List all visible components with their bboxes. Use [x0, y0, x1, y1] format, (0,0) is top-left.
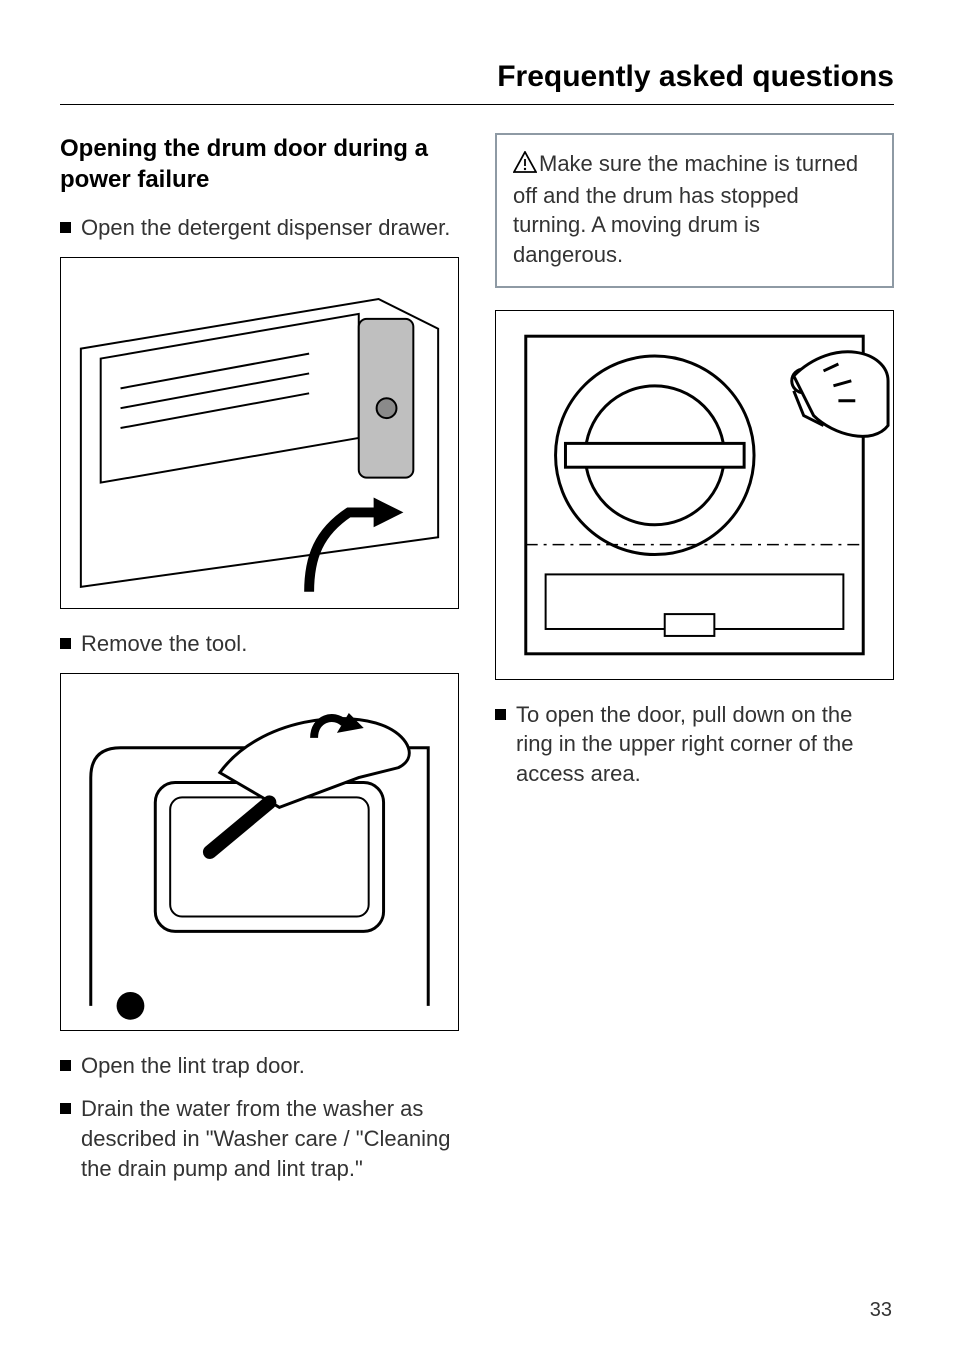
bullet-item: Drain the water from the washer as descr… [60, 1094, 459, 1183]
square-bullet-icon [60, 1103, 71, 1114]
figure-remove-tool [60, 673, 459, 1031]
left-column: Opening the drum door during a power fai… [60, 133, 459, 1198]
square-bullet-icon [60, 638, 71, 649]
dispenser-drawer-illustration-icon [61, 258, 458, 608]
section-heading: Opening the drum door during a power fai… [60, 133, 459, 195]
warning-triangle-icon [513, 151, 537, 181]
warning-text: Make sure the machine is turned off and … [513, 151, 858, 267]
door-release-illustration-icon [496, 311, 893, 679]
bullet-text: Open the lint trap door. [81, 1051, 459, 1081]
bullet-item: Open the detergent dispenser drawer. [60, 213, 459, 243]
bullet-text: Open the detergent dispenser drawer. [81, 213, 459, 243]
bullet-item: To open the door, pull down on the ring … [495, 700, 894, 789]
remove-tool-illustration-icon [61, 674, 458, 1030]
figure-dispenser-drawer [60, 257, 459, 609]
right-column: Make sure the machine is turned off and … [495, 133, 894, 1198]
warning-box: Make sure the machine is turned off and … [495, 133, 894, 288]
page-title: Frequently asked questions [60, 60, 894, 105]
square-bullet-icon [60, 222, 71, 233]
square-bullet-icon [60, 1060, 71, 1071]
bullet-text: Drain the water from the washer as descr… [81, 1094, 459, 1183]
bullet-item: Open the lint trap door. [60, 1051, 459, 1081]
bullet-text: Remove the tool. [81, 629, 459, 659]
square-bullet-icon [495, 709, 506, 720]
bullet-item: Remove the tool. [60, 629, 459, 659]
figure-door-release [495, 310, 894, 680]
bullet-text: To open the door, pull down on the ring … [516, 700, 894, 789]
content-columns: Opening the drum door during a power fai… [60, 133, 894, 1198]
page-number: 33 [870, 1299, 892, 1322]
